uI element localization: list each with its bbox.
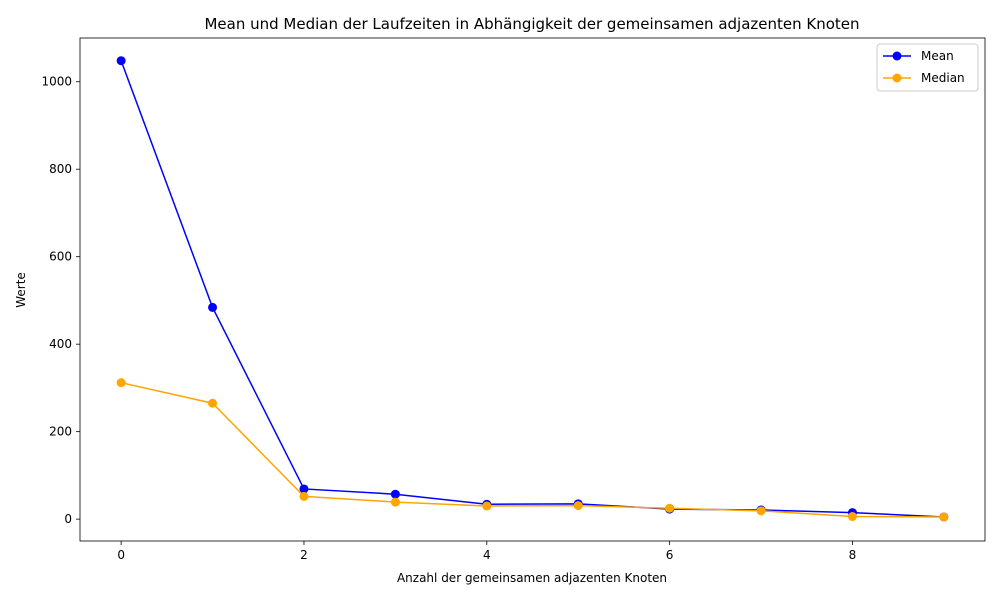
legend-marker-median bbox=[892, 73, 902, 83]
series-line-mean bbox=[120, 60, 944, 518]
data-point-median bbox=[665, 503, 675, 513]
chart-title: Mean und Median der Laufzeiten in Abhäng… bbox=[204, 15, 859, 33]
series-layer bbox=[116, 56, 949, 522]
data-point-median bbox=[847, 512, 857, 522]
y-tick-label: 800 bbox=[49, 162, 72, 176]
y-axis-label: Werte bbox=[14, 272, 28, 308]
y-axis-ticks: 0 200 400 600 800 1000 bbox=[41, 75, 80, 526]
y-tick-label: 0 bbox=[64, 512, 72, 526]
legend-label-median: Median bbox=[921, 71, 965, 85]
series-line-median bbox=[120, 381, 944, 518]
legend: Mean Median bbox=[876, 43, 979, 92]
x-axis-ticks: 0 2 4 6 8 bbox=[117, 541, 856, 562]
x-tick-label: 4 bbox=[483, 548, 491, 562]
data-point-median bbox=[482, 501, 492, 511]
data-point-mean bbox=[390, 489, 400, 499]
data-point-mean bbox=[208, 302, 218, 312]
legend-label-mean: Mean bbox=[921, 49, 954, 63]
legend-entries: Mean Median bbox=[883, 49, 965, 85]
data-point-median bbox=[208, 398, 218, 408]
data-point-median bbox=[573, 501, 583, 511]
data-point-median bbox=[756, 506, 766, 516]
y-tick-label: 400 bbox=[49, 337, 72, 351]
data-point-median bbox=[390, 497, 400, 507]
x-axis-label: Anzahl der gemeinsamen adjazenten Knoten bbox=[397, 571, 667, 585]
data-point-mean bbox=[116, 56, 126, 66]
x-tick-label: 2 bbox=[300, 548, 308, 562]
x-tick-label: 0 bbox=[117, 548, 125, 562]
legend-marker-mean bbox=[892, 51, 902, 61]
y-tick-label: 1000 bbox=[41, 75, 72, 89]
data-point-mean bbox=[299, 484, 309, 494]
x-tick-label: 8 bbox=[849, 548, 857, 562]
x-tick-label: 6 bbox=[666, 548, 674, 562]
data-point-median bbox=[939, 512, 949, 522]
y-tick-label: 200 bbox=[49, 425, 72, 439]
y-tick-label: 600 bbox=[49, 250, 72, 264]
data-point-median bbox=[116, 378, 126, 388]
data-point-median bbox=[299, 491, 309, 501]
plot-area bbox=[79, 37, 986, 542]
